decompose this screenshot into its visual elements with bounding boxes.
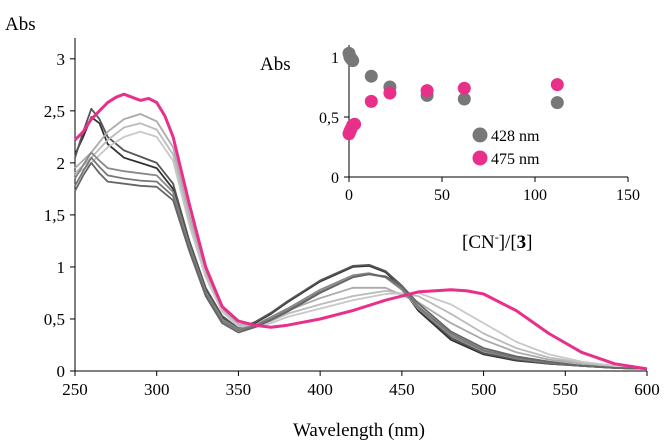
- main-x-tick-label: 350: [226, 380, 252, 399]
- main-x-tick-label: 550: [553, 380, 579, 399]
- spectrum-line-1: [74, 116, 648, 370]
- main-x-tick-label: 600: [634, 380, 660, 399]
- inset-x-tick-label: 150: [616, 187, 640, 204]
- main-x-tick-label: 250: [62, 380, 88, 399]
- inset-background: [349, 45, 631, 180]
- legend-label-475: 475 nm: [491, 151, 540, 168]
- inset-point-475: [383, 86, 397, 100]
- inset-legend: 428 nm 475 nm: [472, 127, 540, 168]
- main-y-axis-title: Abs: [5, 14, 36, 35]
- spectrum-line-9: [73, 92, 648, 371]
- inset-point-475: [550, 78, 564, 92]
- inset-x-tick-label: 50: [434, 187, 450, 204]
- inset-y-tick-label: 1: [331, 50, 339, 67]
- inset-point-475: [364, 94, 378, 108]
- main-x-tick-label: 500: [471, 380, 497, 399]
- main-x-axis-title: Wavelength (nm): [293, 420, 425, 441]
- inset-point-428: [550, 96, 564, 110]
- spectrum-line-4: [74, 122, 648, 370]
- main-y-tick-label: 0,5: [44, 310, 65, 329]
- main-y-tick-label: 3: [57, 50, 66, 69]
- inset-x-tick-label: 100: [523, 187, 547, 204]
- main-y-tick-label: 0: [57, 362, 66, 381]
- inset-chart: 0 50 100 150 0 0,5 1 Abs [CN-]/[3] 428 nm 475 …: [260, 45, 640, 253]
- inset-y-tick-label: 0,5: [319, 110, 339, 127]
- main-x-tick-label: 450: [389, 380, 415, 399]
- legend-marker-428: [472, 127, 488, 143]
- inset-point-475: [420, 84, 434, 98]
- inset-y-axis-title: Abs: [260, 54, 291, 75]
- main-x-tick-label: 300: [144, 380, 170, 399]
- inset-point-428: [346, 54, 360, 68]
- main-x-tick-label: 400: [307, 380, 333, 399]
- inset-point-475: [457, 81, 471, 95]
- spectrum-line-8: [74, 161, 648, 370]
- main-y-tick-label: 2: [57, 154, 66, 173]
- spectrum-line-6: [74, 151, 648, 370]
- inset-point-428: [364, 69, 378, 83]
- spectrum-line-5: [74, 130, 648, 370]
- inset-point-428: [457, 92, 471, 106]
- inset-y-tick-label: 0: [331, 170, 339, 187]
- main-y-tick-label: 1,5: [44, 206, 65, 225]
- legend-marker-475: [472, 150, 488, 166]
- inset-x-tick-label: 0: [345, 187, 353, 204]
- inset-point-475: [348, 117, 362, 131]
- spectrum-line-2: [74, 107, 648, 370]
- inset-x-axis-title: [CN-]/[3]: [462, 230, 533, 253]
- legend-label-428: 428 nm: [491, 128, 540, 145]
- main-y-tick-label: 1: [57, 258, 66, 277]
- main-y-tick-label: 2,5: [44, 102, 65, 121]
